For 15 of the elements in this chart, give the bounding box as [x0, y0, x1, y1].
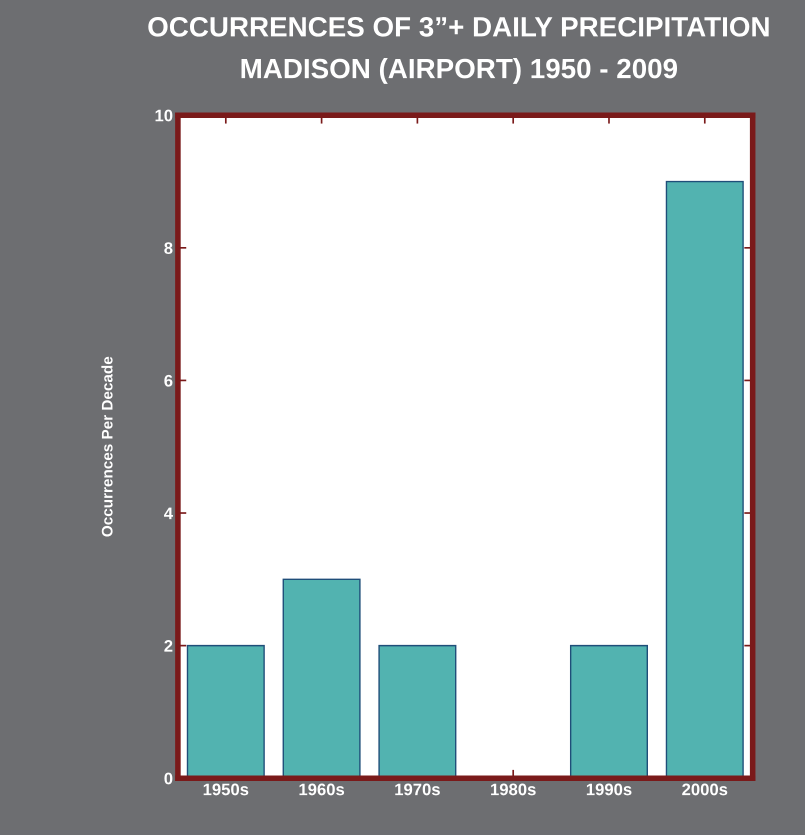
y-tick-label: 6 — [164, 374, 172, 387]
x-tick-label: 1990s — [586, 784, 632, 796]
y-tick-label: 2 — [164, 640, 172, 652]
chart-title: OCCURRENCES OF 3”+ DAILY PRECIPITATION — [148, 17, 769, 37]
x-tick-label: 1960s — [299, 784, 344, 796]
x-tick-label: 1970s — [395, 784, 440, 796]
chart-subtitle: MADISON (AIRPORT) 1950 - 2009 — [242, 58, 678, 84]
y-tick-label: 10 — [156, 110, 172, 122]
y-tick-label: 8 — [164, 242, 173, 254]
y-axis-title: Occurrences Per Decade — [101, 356, 113, 537]
x-tick-label: 2000s — [682, 784, 728, 796]
y-tick-label: 0 — [164, 772, 172, 784]
x-tick-label: 1950s — [204, 784, 248, 796]
y-tick-label: 4 — [164, 508, 173, 520]
x-tick-label: 1980s — [491, 784, 536, 796]
